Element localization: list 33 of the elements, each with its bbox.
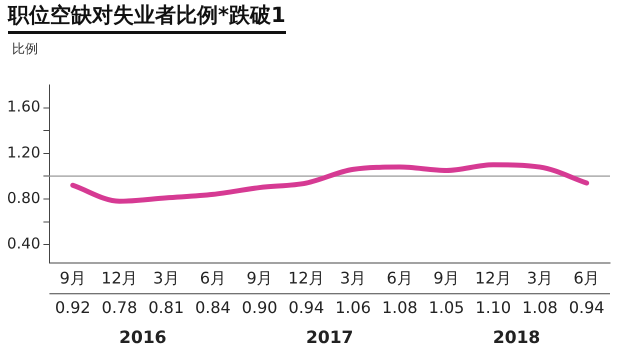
x-tick-label: 3月: [526, 268, 554, 288]
y-axis-title: 比例: [12, 41, 38, 58]
x-tick-label: 6月: [200, 268, 226, 288]
data-label: 0.78: [102, 298, 138, 317]
data-label: 0.84: [195, 298, 231, 317]
x-tick-label: 12月: [101, 268, 138, 288]
data-label: 1.05: [428, 298, 464, 317]
y-tick-label: 0.80: [6, 188, 40, 207]
x-tick-label: 9月: [433, 268, 460, 288]
y-tick-label: 1.20: [6, 143, 40, 162]
y-tick-label: 1.60: [6, 98, 40, 116]
x-tick-label: 9月: [246, 268, 273, 288]
data-label: 0.81: [148, 298, 184, 317]
text: 2016: [119, 328, 166, 348]
data-label: 1.08: [522, 298, 558, 317]
data-label: 1.06: [335, 298, 371, 317]
x-tick-label: 6月: [386, 268, 413, 288]
x-tick-label: 12月: [475, 268, 512, 288]
data-label: 0.94: [288, 298, 324, 317]
x-tick-label: 3月: [153, 268, 180, 288]
x-tick-label: 9月: [60, 268, 86, 288]
data-label: 1.10: [475, 298, 512, 317]
data-label: 0.92: [54, 298, 91, 317]
data-label: 0.94: [568, 298, 604, 317]
chart-title: 职位空缺对失业者比例*跌破1: [8, 1, 286, 34]
x-tick-label: 3月: [340, 268, 366, 288]
text: 2017: [306, 328, 354, 348]
x-tick-label: 12月: [288, 268, 325, 288]
text: 2018: [492, 328, 540, 348]
data-label: 1.08: [382, 298, 418, 317]
y-tick-label: 0.40: [6, 234, 40, 252]
data-label: 0.90: [242, 298, 278, 317]
x-tick-label: 6月: [574, 268, 600, 288]
